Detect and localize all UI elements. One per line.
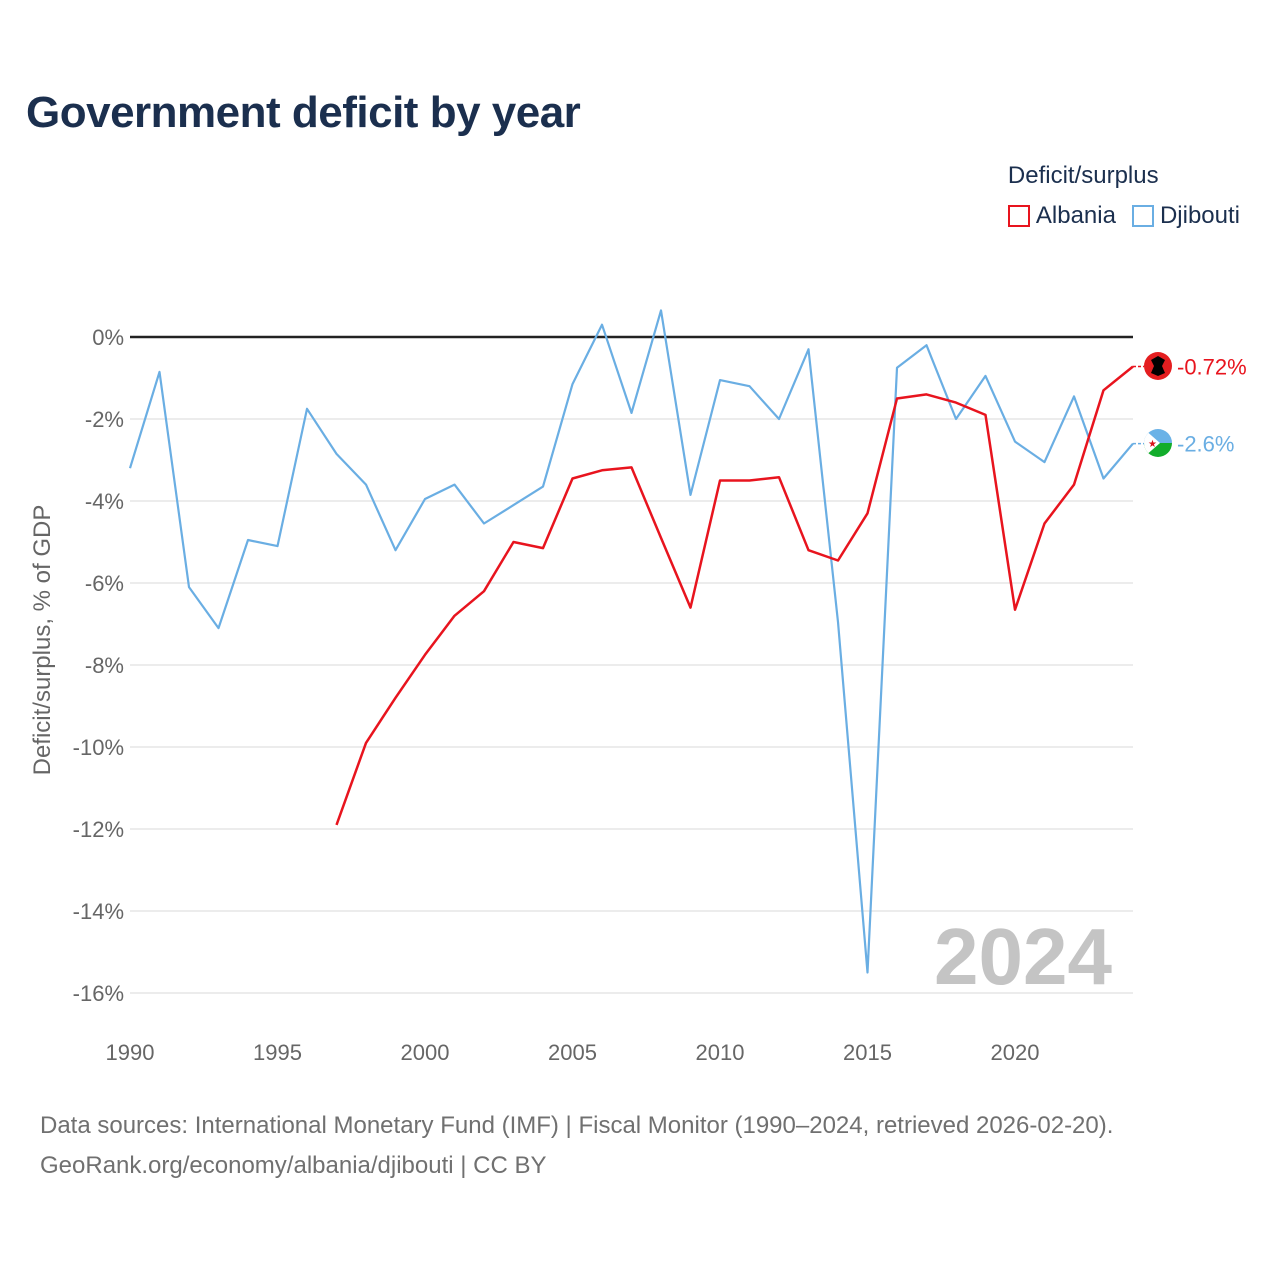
- x-tick-label: 2005: [548, 1040, 597, 1065]
- series-line-djibouti[interactable]: [128, 309, 1134, 974]
- year-watermark: 2024: [934, 912, 1112, 1001]
- x-tick-label: 1995: [253, 1040, 302, 1065]
- legend: Deficit/surplus Albania Djibouti: [1007, 162, 1240, 230]
- legend-item-albania[interactable]: Albania: [1007, 202, 1116, 230]
- svg-text:★: ★: [1148, 439, 1157, 450]
- legend-label-albania: Albania: [1035, 202, 1116, 229]
- footer: Data sources: International Monetary Fun…: [40, 1106, 1113, 1186]
- y-tick-label: -10%: [73, 735, 124, 760]
- y-tick-label: -14%: [73, 899, 124, 924]
- series-line-albania[interactable]: [335, 365, 1134, 826]
- chart-title: Government deficit by year: [26, 88, 581, 137]
- x-tick-label: 2010: [696, 1040, 745, 1065]
- y-axis-title: Deficit/surplus, % of GDP: [29, 505, 56, 776]
- legend-swatch-djibouti: [1131, 205, 1154, 227]
- x-tick-label: 2000: [401, 1040, 450, 1065]
- y-tick-label: -4%: [85, 489, 124, 514]
- x-tick-label: 1990: [106, 1040, 155, 1065]
- djibouti-flag-icon: ★: [1144, 429, 1172, 457]
- legend-label-djibouti: Djibouti: [1159, 202, 1240, 229]
- legend-title: Deficit/surplus: [1007, 162, 1159, 189]
- y-tick-label: -2%: [85, 407, 124, 432]
- x-tick-label: 2020: [991, 1040, 1040, 1065]
- legend-item-djibouti[interactable]: Djibouti: [1131, 202, 1240, 230]
- footer-link[interactable]: GeoRank.org/economy/albania/djibouti | C…: [40, 1152, 547, 1179]
- y-tick-label: -8%: [85, 653, 124, 678]
- x-tick-label: 2015: [843, 1040, 892, 1065]
- y-tick-label: -6%: [85, 571, 124, 596]
- legend-swatch-albania: [1007, 205, 1030, 227]
- end-label-albania: -0.72%: [1177, 355, 1247, 380]
- albania-flag-icon: [1144, 352, 1172, 380]
- end-label-djibouti: -2.6%: [1177, 432, 1234, 457]
- y-tick-label: -16%: [73, 981, 124, 1006]
- y-tick-label: -12%: [73, 817, 124, 842]
- y-tick-label: 0%: [92, 325, 124, 350]
- footer-sources: Data sources: International Monetary Fun…: [40, 1112, 1114, 1139]
